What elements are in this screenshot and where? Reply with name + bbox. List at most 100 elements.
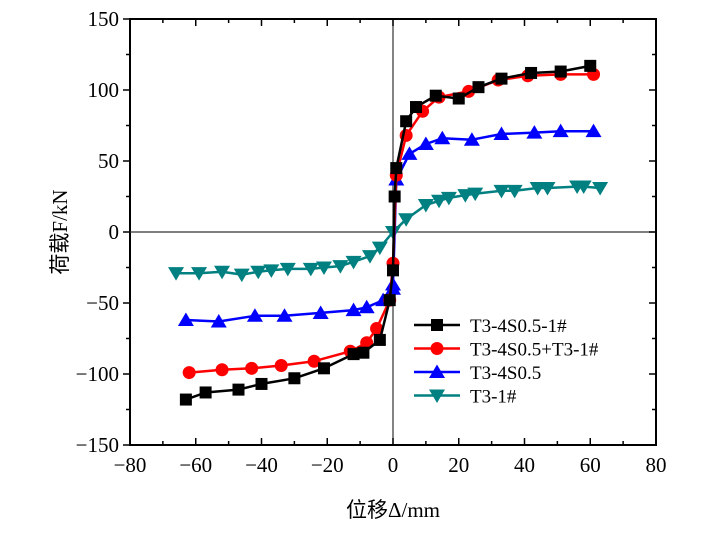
data-point — [429, 89, 442, 102]
data-point — [214, 265, 231, 280]
data-point — [360, 336, 374, 350]
data-point — [467, 187, 484, 202]
data-point — [552, 123, 569, 138]
x-tick-label: 20 — [448, 453, 469, 477]
data-point — [373, 333, 386, 346]
data-point — [584, 59, 597, 72]
legend-label: T3-1# — [470, 387, 517, 408]
data-point — [276, 308, 293, 322]
y-tick-label: −150 — [76, 433, 119, 457]
data-point — [358, 299, 375, 314]
legend-marker — [431, 319, 443, 331]
data-point — [463, 132, 480, 146]
legend-label: T3-4S0.5-1# — [470, 316, 567, 337]
data-point — [493, 184, 510, 199]
y-tick-label: 150 — [88, 7, 120, 31]
data-point — [177, 312, 194, 327]
data-point — [274, 358, 288, 372]
data-point — [191, 267, 208, 281]
data-point — [179, 393, 192, 406]
data-point — [279, 262, 296, 277]
data-point — [215, 363, 229, 377]
data-point — [554, 65, 567, 78]
legend-label: T3-4S0.5+T3-1# — [470, 340, 599, 361]
data-point — [506, 184, 523, 199]
x-tick-labels: −80 −60 −40 −20 0 20 40 60 80 — [114, 453, 667, 477]
data-point — [417, 136, 434, 150]
data-point — [288, 372, 301, 385]
data-point — [410, 101, 423, 114]
x-tick-label: 60 — [580, 453, 601, 477]
data-point — [233, 268, 250, 283]
x-tick-label: −60 — [179, 453, 212, 477]
data-point — [255, 377, 268, 390]
y-axis-title: 荷载F/kN — [48, 189, 72, 274]
data-point — [431, 194, 448, 209]
data-point — [390, 162, 403, 175]
data-point — [246, 308, 263, 322]
x-tick-label: 0 — [388, 453, 399, 477]
legend-item: T3-4S0.5+T3-1# — [414, 340, 599, 361]
data-point — [575, 180, 592, 195]
data-point — [495, 72, 508, 85]
data-point — [312, 305, 329, 319]
data-point — [232, 383, 245, 396]
y-tick-label: −50 — [86, 291, 119, 315]
data-point — [371, 241, 388, 256]
data-point — [210, 313, 227, 328]
data-point — [332, 260, 349, 274]
y-tick-label: 50 — [98, 149, 119, 173]
legend-marker — [429, 389, 445, 403]
data-point — [440, 191, 457, 206]
data-point — [401, 146, 418, 160]
legend-label: T3-4S0.5 — [470, 363, 541, 384]
legend-marker — [430, 342, 444, 355]
y-tick-label: −100 — [76, 362, 119, 386]
data-point — [370, 322, 384, 336]
axis-ticks — [123, 18, 657, 446]
data-point — [398, 213, 415, 227]
data-point — [452, 92, 465, 105]
data-point — [387, 264, 399, 277]
data-point — [400, 115, 413, 128]
data-point — [493, 126, 510, 141]
legend: T3-4S0.5-1# T3-4S0.5+T3-1#T3-4S0.5 T3-1# — [414, 316, 599, 408]
data-point — [457, 189, 474, 203]
data-point — [361, 250, 378, 264]
y-tick-labels: −150 −100 −50 0 50 100 150 — [76, 7, 119, 457]
data-point — [263, 264, 280, 278]
x-axis-title: 位移Δ/mm — [346, 498, 440, 522]
data-point — [345, 255, 362, 270]
x-tick-label: −20 — [311, 453, 344, 477]
data-point — [250, 265, 267, 280]
data-point — [357, 346, 370, 359]
data-point — [199, 386, 212, 399]
x-tick-label: −80 — [114, 453, 147, 477]
series-layer — [168, 59, 609, 406]
data-point — [526, 125, 543, 139]
series-0 — [179, 59, 597, 406]
data-point — [539, 181, 556, 196]
data-point — [168, 267, 185, 281]
data-point — [345, 302, 362, 317]
data-point — [315, 261, 332, 275]
y-tick-label: 100 — [88, 78, 120, 102]
data-point — [347, 348, 360, 361]
x-tick-label: 40 — [514, 453, 535, 477]
y-tick-label: 0 — [109, 220, 120, 244]
data-point — [302, 262, 319, 277]
data-point — [525, 66, 538, 79]
data-point — [585, 123, 602, 138]
data-point — [182, 366, 196, 380]
data-point — [388, 190, 401, 203]
data-point — [592, 181, 609, 196]
data-point — [434, 130, 451, 145]
data-point — [383, 294, 396, 307]
legend-item: T3-4S0.5-1# — [414, 316, 567, 337]
data-point — [245, 361, 259, 375]
data-point — [385, 277, 401, 291]
data-point — [417, 199, 434, 213]
legend-item: T3-4S0.5 — [414, 363, 541, 384]
series-line — [185, 64, 591, 401]
